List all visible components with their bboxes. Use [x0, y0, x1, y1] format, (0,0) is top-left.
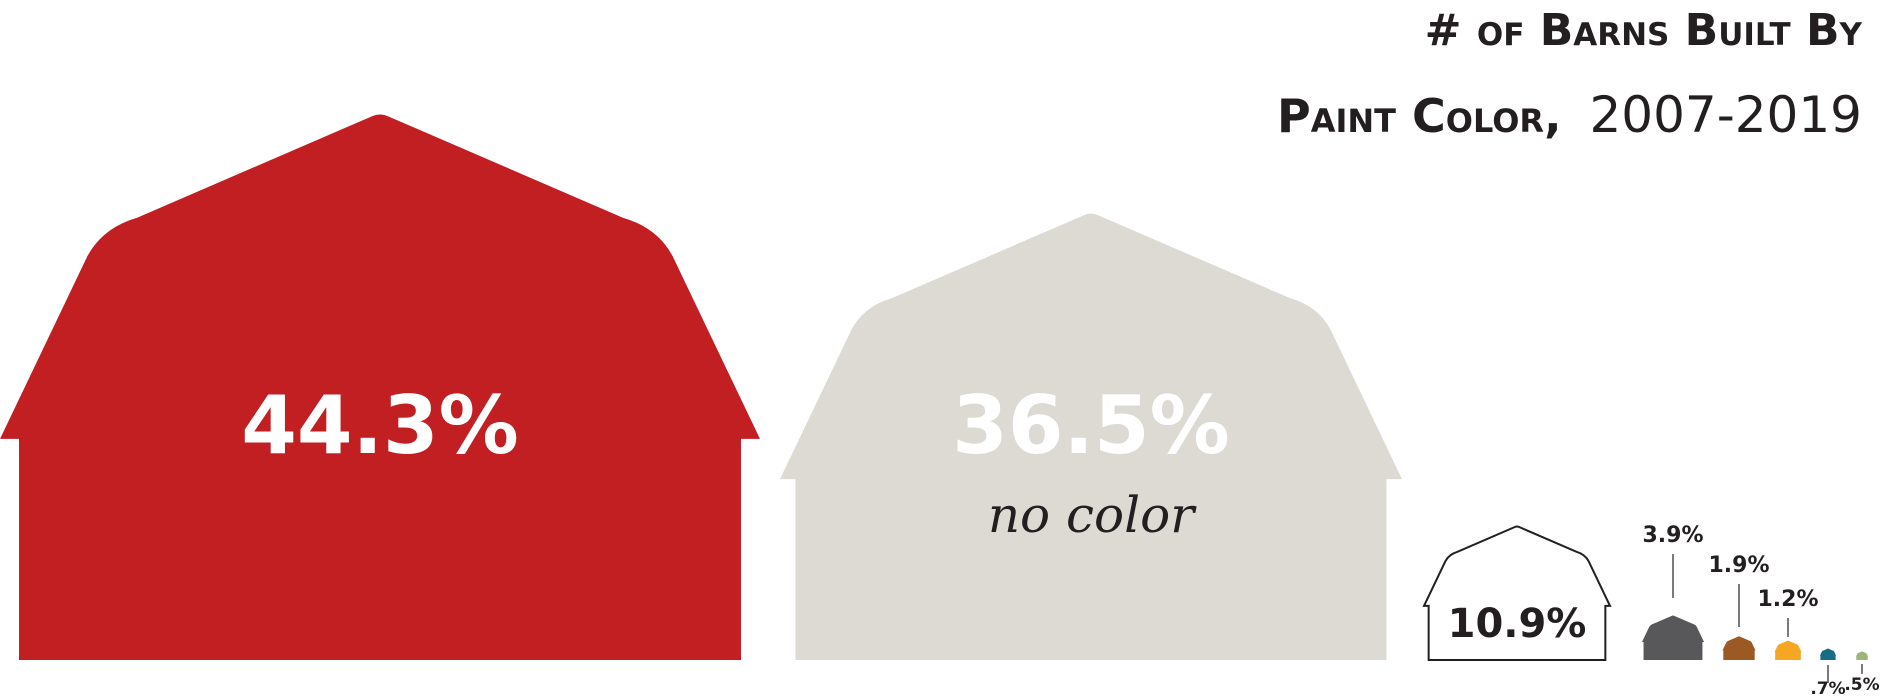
- value-label-2: 10.9%: [1448, 601, 1587, 647]
- barn-mark-4: [1722, 636, 1756, 660]
- chart-title-line1: # of Barns Built By: [1425, 5, 1863, 56]
- value-label-3: 3.9%: [1642, 523, 1703, 548]
- barn-mark-6: [1820, 648, 1836, 660]
- value-label-1: 36.5%: [952, 379, 1230, 472]
- barn-marks: 44.3% 36.5% no color 10.9% 3.9%1.9% 1.2% .7%.5…: [0, 114, 1880, 698]
- chart-title-bold: Paint Color,: [1277, 89, 1562, 143]
- barn-mark-2: [1422, 525, 1612, 661]
- chart-title-years: 2007-2019: [1589, 86, 1862, 144]
- value-label-4: 1.9%: [1708, 553, 1769, 578]
- value-label-0: 44.3%: [241, 379, 519, 472]
- barn-mark-7: [1856, 651, 1868, 660]
- value-label-7: .5%: [1844, 675, 1879, 695]
- value-label-5: 1.2%: [1757, 587, 1818, 612]
- barn-mark-0: [0, 114, 760, 661]
- barn-mark-3: [1642, 615, 1704, 660]
- barn-mark-1: [780, 213, 1402, 660]
- barn-mark-5: [1774, 640, 1802, 660]
- chart-title-line2: Paint Color, 2007-2019: [1277, 86, 1862, 144]
- category-label-1: no color: [988, 486, 1197, 544]
- value-label-6: .7%: [1810, 679, 1845, 698]
